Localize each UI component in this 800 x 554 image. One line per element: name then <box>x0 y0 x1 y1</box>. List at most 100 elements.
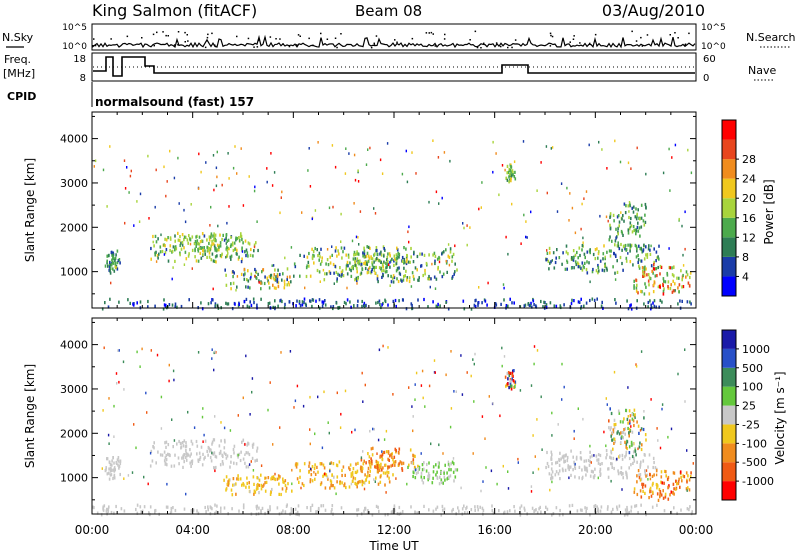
scatter-cell <box>216 254 218 258</box>
scatter-cell <box>112 267 114 271</box>
scatter-cell <box>208 235 211 239</box>
scatter-cell <box>180 304 183 309</box>
scatter-cell <box>329 261 332 265</box>
scatter-cell <box>656 486 658 490</box>
scatter-cell <box>667 475 670 480</box>
scatter-cell <box>585 473 587 477</box>
scatter-cell <box>635 244 638 248</box>
scatter-cell <box>420 475 423 479</box>
scatter-cell <box>111 253 113 257</box>
scatter-cell <box>601 300 603 304</box>
scatter-cell <box>251 443 254 447</box>
scatter-cell <box>152 445 154 449</box>
scatter-cell <box>437 265 439 270</box>
scatter-cell <box>677 286 679 290</box>
scatter-cell <box>364 261 367 265</box>
scatter-cell <box>225 273 227 277</box>
scatter-cell <box>247 269 249 273</box>
noise-search-point <box>669 34 671 36</box>
scatter-cell <box>659 272 661 276</box>
scatter-cell <box>209 448 211 452</box>
scatter-cell <box>253 249 255 253</box>
scatter-cell <box>272 283 274 287</box>
scatter-cell <box>200 246 203 250</box>
scatter-cell <box>633 228 635 233</box>
scatter-cell <box>557 472 560 476</box>
scatter-cell <box>613 426 616 430</box>
scatter-cell <box>170 506 173 511</box>
scatter-cell <box>551 476 554 480</box>
scatter-cell <box>543 300 545 304</box>
scatter-cell <box>256 303 258 307</box>
scatter-cell <box>371 453 374 457</box>
scatter-cell <box>507 377 509 381</box>
scatter-cell <box>215 510 218 514</box>
noise-search-point <box>396 41 398 43</box>
sparse-cell <box>145 391 147 395</box>
scatter-cell <box>371 257 374 261</box>
scatter-cell <box>638 431 640 435</box>
sparse-cell <box>661 407 663 411</box>
scatter-cell <box>588 249 591 253</box>
sparse-cell <box>94 159 97 163</box>
sparse-cell <box>411 151 413 154</box>
scatter-cell <box>611 431 614 435</box>
scatter-cell <box>272 305 274 309</box>
sparse-cell <box>534 455 536 458</box>
scatter-cell <box>642 459 645 463</box>
scatter-cell <box>667 497 670 501</box>
sparse-cell <box>333 282 335 285</box>
colorbar-swatch <box>722 481 736 500</box>
scatter-cell <box>597 509 600 514</box>
scatter-cell <box>344 473 346 477</box>
colorbar-tick-label: 4 <box>742 270 749 283</box>
scatter-cell <box>208 241 210 246</box>
sparse-cell <box>640 350 643 353</box>
scatter-cell <box>588 261 590 265</box>
sparse-cell <box>133 224 135 227</box>
scatter-cell <box>428 508 430 512</box>
scatter-cell <box>634 215 637 219</box>
scatter-cell <box>647 247 650 251</box>
sparse-cell <box>525 235 527 239</box>
scatter-cell <box>373 260 375 264</box>
scatter-cell <box>201 463 204 467</box>
scatter-cell <box>245 451 248 455</box>
scatter-cell <box>213 235 216 239</box>
sparse-cell <box>353 153 356 157</box>
scatter-cell <box>638 473 640 477</box>
scatter-cell <box>545 303 548 307</box>
sparse-cell <box>438 202 440 205</box>
scatter-cell <box>196 239 199 243</box>
scatter-cell <box>365 261 368 266</box>
scatter-cell <box>148 511 150 515</box>
scatter-cell <box>612 456 615 460</box>
scatter-cell <box>268 286 271 290</box>
sparse-cell <box>619 160 622 164</box>
sparse-cell <box>156 353 159 357</box>
scatter-cell <box>213 466 215 470</box>
scatter-cell <box>398 447 401 451</box>
scatter-cell <box>168 303 171 307</box>
scatter-cell <box>610 462 612 466</box>
scatter-cell <box>201 246 204 250</box>
noise-search-point <box>156 31 158 34</box>
scatter-cell <box>318 251 321 255</box>
scatter-cell <box>663 279 665 283</box>
scatter-cell <box>586 271 589 275</box>
scatter-cell <box>269 505 271 509</box>
scatter-cell <box>309 480 312 484</box>
sparse-cell <box>452 457 455 460</box>
scatter-cell <box>581 248 583 252</box>
sparse-cell <box>537 467 540 471</box>
scatter-cell <box>352 479 354 483</box>
sparse-cell <box>690 171 693 175</box>
scatter-cell <box>448 464 451 468</box>
scatter-cell <box>149 513 151 517</box>
scatter-cell <box>615 301 617 305</box>
sparse-cell <box>373 207 375 210</box>
scatter-cell <box>204 252 206 256</box>
sparse-cell <box>609 428 611 432</box>
sparse-cell <box>484 437 486 440</box>
